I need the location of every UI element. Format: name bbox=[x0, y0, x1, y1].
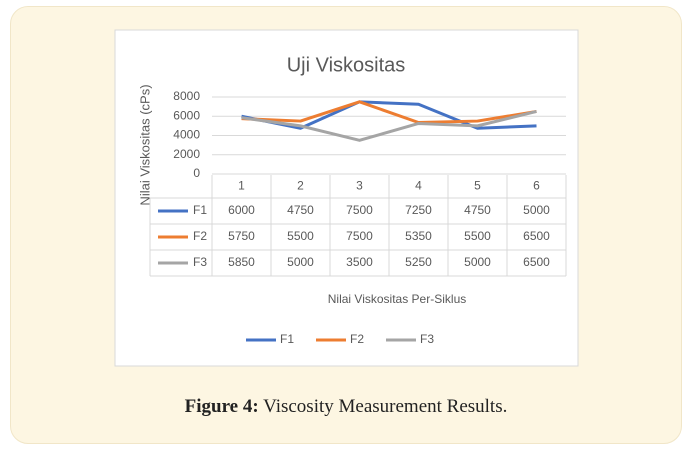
series-line bbox=[241, 100, 537, 130]
y-tick-label: 0 bbox=[193, 166, 200, 180]
x-tick-label: 4 bbox=[415, 179, 422, 193]
table-value: 5500 bbox=[287, 229, 314, 243]
table-value: 7500 bbox=[346, 203, 373, 217]
x-tick-label: 6 bbox=[533, 179, 540, 193]
caption-text: Viscosity Measurement Results. bbox=[263, 396, 508, 417]
x-tick-label: 5 bbox=[474, 179, 481, 193]
x-tick-label: 2 bbox=[297, 179, 304, 193]
table-value: 5000 bbox=[523, 203, 550, 217]
table-value: 7500 bbox=[346, 229, 373, 243]
table-value: 7250 bbox=[405, 203, 432, 217]
x-axis-label: Nilai Viskositas Per-Siklus bbox=[328, 292, 467, 306]
series-line bbox=[241, 109, 537, 142]
table-series-name: F1 bbox=[193, 203, 207, 217]
legend-label: F1 bbox=[280, 332, 294, 346]
table-series-name: F3 bbox=[193, 255, 207, 269]
legend-label: F2 bbox=[350, 332, 364, 346]
y-tick-label: 8000 bbox=[173, 89, 200, 103]
chart-title: Uji Viskositas bbox=[287, 54, 406, 76]
table-value: 5350 bbox=[405, 229, 432, 243]
x-tick-label: 3 bbox=[356, 179, 363, 193]
table-value: 3500 bbox=[346, 255, 373, 269]
y-axis-label: Nilai Viskositas (cPs) bbox=[137, 84, 152, 205]
legend-label: F3 bbox=[420, 332, 434, 346]
table-series-name: F2 bbox=[193, 229, 207, 243]
table-value: 4750 bbox=[464, 203, 491, 217]
caption-label: Figure 4: bbox=[184, 396, 259, 417]
y-tick-label: 2000 bbox=[173, 147, 200, 161]
table-value: 6500 bbox=[523, 255, 550, 269]
table-value: 5000 bbox=[287, 255, 314, 269]
caption: Figure 4: Viscosity Measurement Results. bbox=[0, 396, 692, 418]
y-tick-label: 6000 bbox=[173, 108, 200, 122]
table-value: 5250 bbox=[405, 255, 432, 269]
table-value: 5850 bbox=[228, 255, 255, 269]
table-value: 6000 bbox=[228, 203, 255, 217]
table-value: 4750 bbox=[287, 203, 314, 217]
table-value: 6500 bbox=[523, 229, 550, 243]
x-tick-label: 1 bbox=[238, 179, 245, 193]
table-value: 5750 bbox=[228, 229, 255, 243]
y-tick-label: 4000 bbox=[173, 128, 200, 142]
series-line bbox=[241, 100, 537, 125]
table-value: 5000 bbox=[464, 255, 491, 269]
table-value: 5500 bbox=[464, 229, 491, 243]
